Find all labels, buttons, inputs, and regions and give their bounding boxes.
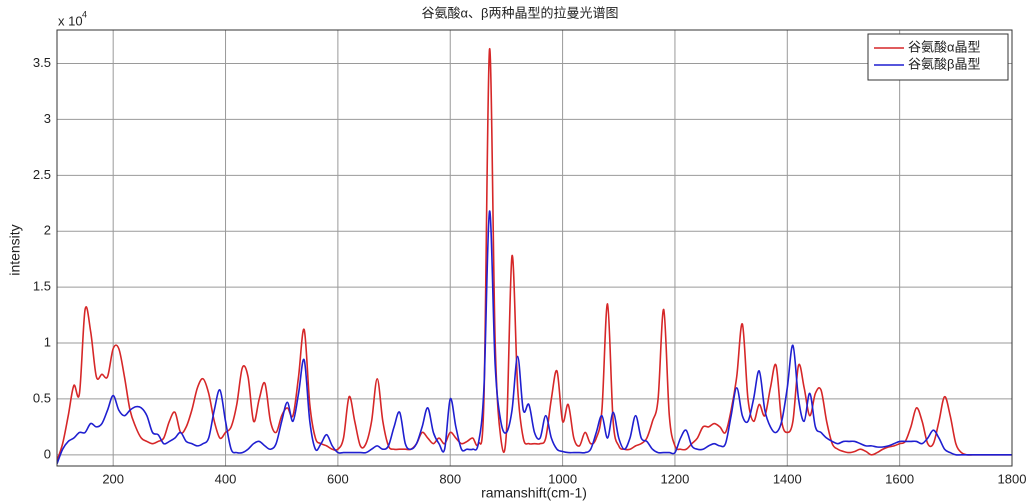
y-scale-exponent: 4 (82, 9, 87, 19)
y-tick-label: 2 (44, 223, 51, 238)
series-line (57, 48, 1012, 461)
x-tick-label: 600 (327, 471, 349, 486)
x-axis-label: ramanshift(cm-1) (481, 485, 587, 501)
series-line (57, 210, 1012, 465)
y-tick-label: 0.5 (33, 390, 51, 405)
y-axis-label: intensity (7, 224, 23, 275)
y-tick-label: 1 (44, 334, 51, 349)
legend-box (867, 33, 1009, 81)
y-tick-label: 2.5 (33, 167, 51, 182)
x-tick-label: 1600 (885, 471, 914, 486)
y-tick-label: 3 (44, 111, 51, 126)
chart-title: 谷氨酸α、β两种晶型的拉曼光谱图 (422, 5, 619, 20)
x-tick-label: 1400 (773, 471, 802, 486)
x-tick-label: 400 (215, 471, 237, 486)
x-tick-label: 800 (439, 471, 461, 486)
plot-area (57, 30, 1012, 466)
y-tick-label: 0 (44, 446, 51, 461)
legend-label: 谷氨酸α晶型 (908, 39, 981, 54)
y-tick-label: 1.5 (33, 279, 51, 294)
x-tick-label: 200 (102, 471, 124, 486)
y-tick-label: 3.5 (33, 55, 51, 70)
y-scale-label: x 10 (58, 13, 83, 28)
plot-frame (56, 29, 1013, 467)
x-tick-label: 1200 (660, 471, 689, 486)
legend-label: 谷氨酸β晶型 (908, 56, 980, 71)
x-tick-label: 1000 (548, 471, 577, 486)
x-tick-label: 1800 (998, 471, 1027, 486)
